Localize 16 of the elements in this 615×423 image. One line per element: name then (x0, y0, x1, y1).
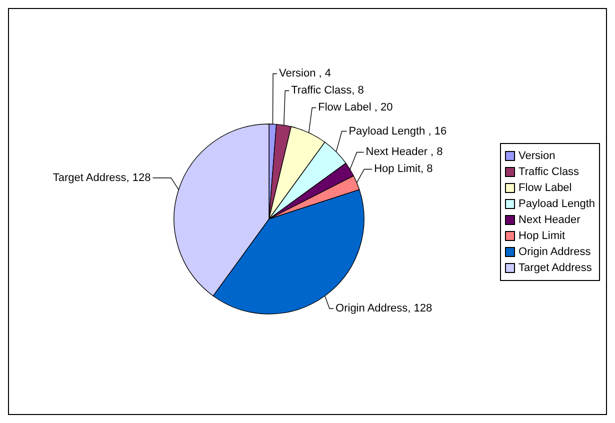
legend-label: Payload Length (518, 196, 595, 212)
legend-label: Traffic Class (518, 164, 580, 180)
legend-label: Flow Label (518, 180, 572, 196)
legend-label: Target Address (518, 260, 592, 276)
data-label: Next Header , 8 (366, 146, 443, 158)
data-label: Target Address, 128 (52, 172, 151, 184)
legend-label: Version (518, 148, 556, 164)
data-label: Origin Address, 128 (336, 302, 432, 315)
data-label: Traffic Class, 8 (291, 84, 364, 97)
legend-label: Origin Address (518, 244, 591, 260)
data-label: Flow Label , 20 (318, 102, 393, 114)
data-label: Version , 4 (279, 68, 332, 80)
legend-label: Hop Limit (518, 228, 566, 244)
data-label: Payload Length , 16 (348, 125, 447, 138)
data-label: Hop Limit, 8 (374, 163, 433, 176)
legend-label: Next Header (518, 212, 580, 228)
